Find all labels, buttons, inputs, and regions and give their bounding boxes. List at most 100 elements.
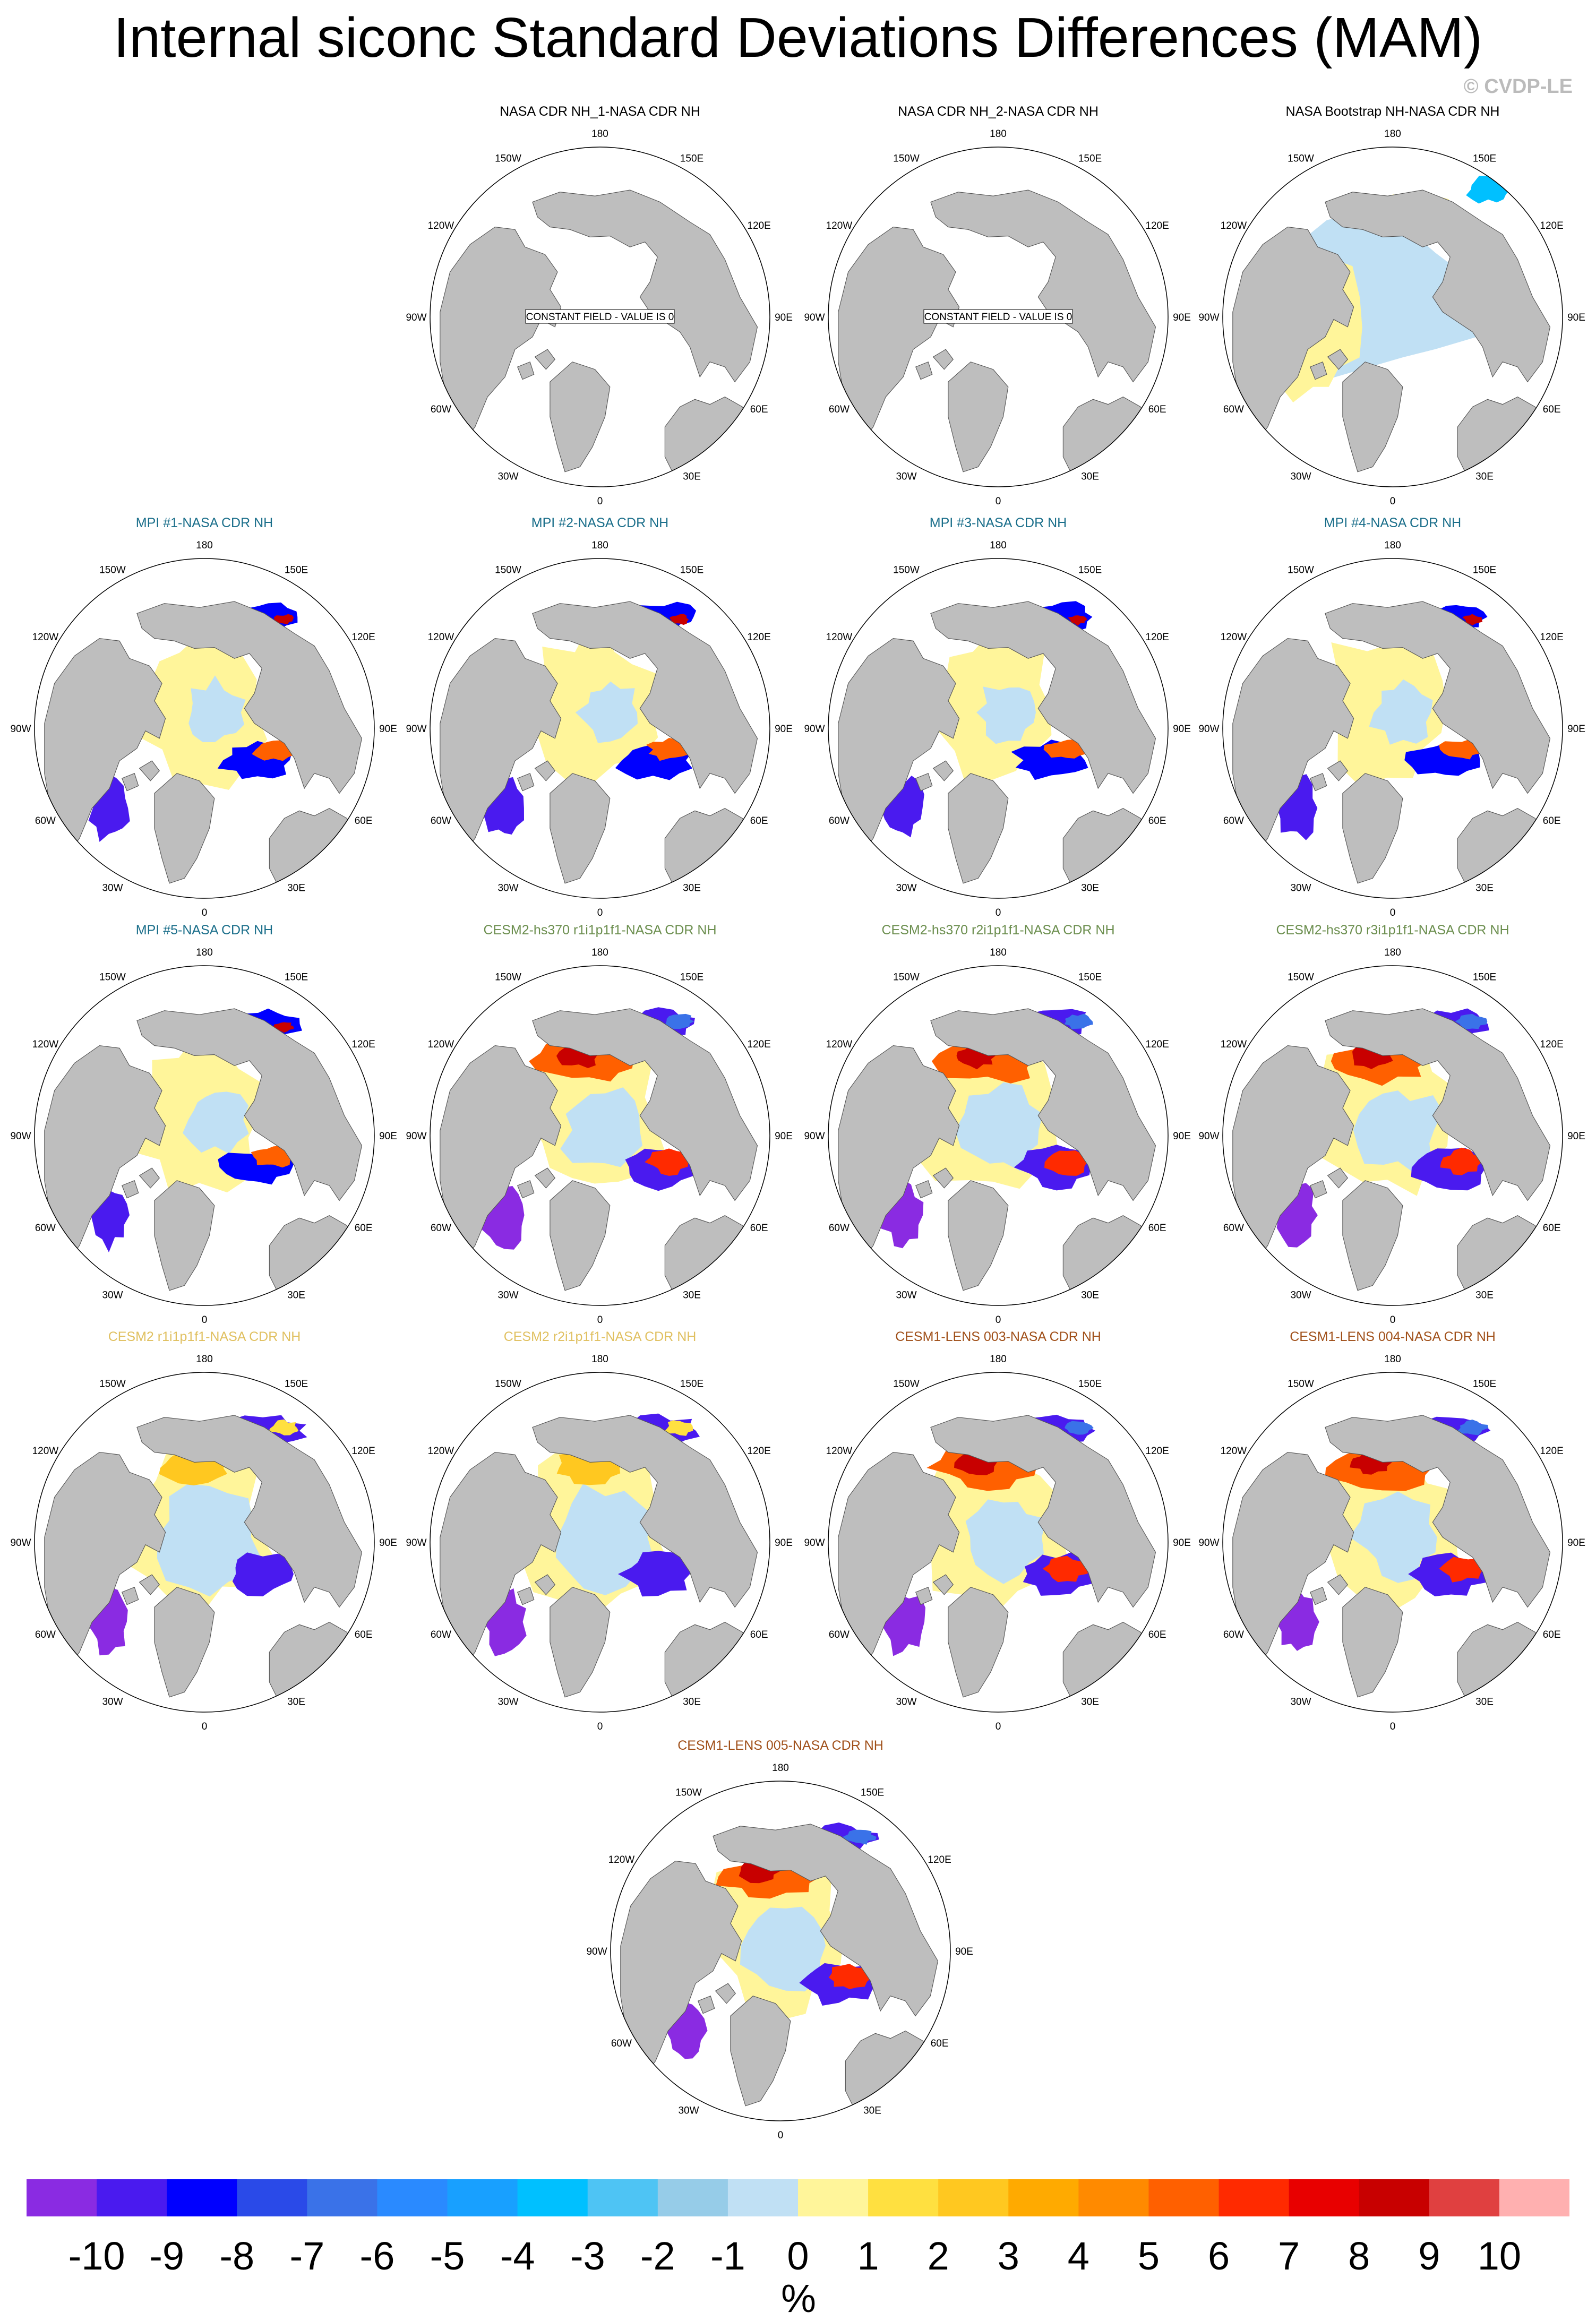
polar-map: 180 150E 120E 90E 60E 30E 0 30W 60W 90W 120W 150W xyxy=(1198,947,1585,1326)
colorbar-swatch xyxy=(307,2179,377,2216)
longitude-label: 150E xyxy=(680,972,703,983)
longitude-label: 150E xyxy=(680,564,703,575)
land-mass xyxy=(915,361,933,380)
colorbar-tick-label: -6 xyxy=(359,2234,395,2278)
longitude-label: 90W xyxy=(1198,1537,1219,1549)
sea-ice-anomaly xyxy=(251,1145,294,1168)
sea-ice-anomaly xyxy=(881,1179,924,1249)
longitude-label: 120W xyxy=(428,632,454,643)
colorbar-swatch xyxy=(167,2179,237,2216)
longitude-label: 60E xyxy=(1543,1629,1561,1640)
panel-title: MPI #5-NASA CDR NH xyxy=(135,923,273,938)
longitude-label: 30E xyxy=(287,1697,305,1708)
longitude-label: 30W xyxy=(1290,1697,1311,1708)
land-mass xyxy=(715,1983,736,2004)
colorbar-tick-label: -8 xyxy=(219,2234,255,2278)
sea-ice-anomaly xyxy=(575,681,638,743)
sea-ice-anomaly xyxy=(976,686,1036,744)
colorbar-tick-label: -5 xyxy=(430,2234,465,2278)
longitude-label: 120W xyxy=(1221,1446,1247,1457)
longitude-label: 30W xyxy=(497,883,518,894)
colorbar-swatch xyxy=(1289,2179,1360,2216)
longitude-label: 60W xyxy=(1223,404,1244,415)
longitude-label: 60W xyxy=(1223,815,1244,827)
longitude-label: 120E xyxy=(1540,632,1563,643)
longitude-label: 0 xyxy=(996,1314,1001,1326)
longitude-label: 120W xyxy=(32,632,59,643)
longitude-label: 150E xyxy=(1078,153,1102,164)
longitude-label: 60W xyxy=(611,2038,632,2049)
longitude-label: 60E xyxy=(750,1223,768,1234)
polar-map: 180 150E 120E 90E 60E 30E 0 30W 60W 90W 120W 150W xyxy=(10,540,397,918)
longitude-label: 120W xyxy=(826,220,853,231)
longitude-label: 60W xyxy=(829,404,850,415)
map-panel: CESM1-LENS 003-NASA CDR NH 180 150E 120E 90E… xyxy=(804,1329,1221,1732)
longitude-label: 90E xyxy=(775,724,793,735)
map-boundary xyxy=(1222,1372,1563,1713)
longitude-label: 180 xyxy=(990,540,1007,551)
land-mass xyxy=(1342,1587,1403,1698)
longitude-label: 150W xyxy=(495,972,521,983)
sea-ice-anomaly xyxy=(1455,1013,1488,1029)
longitude-label: 150E xyxy=(285,972,308,983)
longitude-label: 60W xyxy=(1223,1629,1244,1640)
panel-title: CESM2 r1i1p1f1-NASA CDR NH xyxy=(108,1329,301,1344)
land-mass xyxy=(1327,760,1349,781)
longitude-label: 60W xyxy=(431,1223,451,1234)
longitude-label: 0 xyxy=(996,907,1001,918)
longitude-label: 150E xyxy=(1473,564,1496,575)
longitude-label: 180 xyxy=(591,128,608,140)
sea-ice-anomaly xyxy=(645,1148,689,1176)
longitude-label: 150E xyxy=(1473,972,1496,983)
longitude-label: 30E xyxy=(1475,1697,1494,1708)
longitude-label: 60W xyxy=(1223,1223,1244,1234)
longitude-label: 30W xyxy=(896,1697,916,1708)
longitude-label: 150W xyxy=(1288,972,1314,983)
longitude-label: 90E xyxy=(379,724,397,735)
longitude-label: 150W xyxy=(495,564,521,575)
longitude-label: 60E xyxy=(750,1629,768,1640)
land-mass xyxy=(550,362,611,472)
longitude-label: 60E xyxy=(1148,1629,1166,1640)
longitude-label: 120E xyxy=(1145,220,1169,231)
map-boundary xyxy=(1222,147,1563,487)
longitude-label: 60E xyxy=(1148,1223,1166,1234)
sea-ice-anomaly xyxy=(1439,1557,1485,1583)
longitude-label: 90W xyxy=(10,1131,31,1142)
longitude-label: 60E xyxy=(1148,815,1166,827)
land-mass xyxy=(136,601,363,794)
constant-field-box xyxy=(923,309,1073,324)
sea-ice-anomaly xyxy=(646,737,690,761)
longitude-label: 90W xyxy=(804,1537,825,1549)
land-mass xyxy=(932,349,954,370)
polar-map: 180 150E 120E 90E 60E 30E 0 30W 60W 90W 120W 150W xyxy=(804,540,1190,918)
longitude-label: 150W xyxy=(99,1378,126,1389)
longitude-label: 150E xyxy=(285,1378,308,1389)
colorbar-tick-label: -9 xyxy=(149,2234,185,2278)
sea-ice-anomaly xyxy=(1068,615,1087,626)
land-mass xyxy=(532,1008,758,1201)
land-mass xyxy=(532,601,758,794)
colorbar-tick-label: 7 xyxy=(1278,2234,1300,2278)
sea-ice-anomaly xyxy=(1042,1555,1089,1583)
sea-ice-anomaly xyxy=(664,1420,693,1436)
longitude-label: 90E xyxy=(775,312,793,323)
sea-ice-anomaly xyxy=(232,1552,294,1596)
longitude-label: 0 xyxy=(996,496,1001,507)
longitude-label: 150E xyxy=(1078,564,1102,575)
colorbar-swatch xyxy=(1359,2179,1430,2216)
land-mass xyxy=(697,1995,715,2014)
longitude-label: 120W xyxy=(826,632,853,643)
longitude-label: 120E xyxy=(747,1446,770,1457)
longitude-label: 90E xyxy=(1567,1537,1585,1549)
panel-title: CESM2-hs370 r1i1p1f1-NASA CDR NH xyxy=(483,923,717,938)
colorbar-swatch xyxy=(1429,2179,1500,2216)
longitude-label: 60E xyxy=(1543,815,1561,827)
land-mass xyxy=(948,362,1009,472)
panel-title: CESM2-hs370 r2i1p1f1-NASA CDR NH xyxy=(881,923,1115,938)
polar-map: 180 150E 120E 90E 60E 30E 0 30W 60W 90W 120W 150W xyxy=(1198,1354,1585,1732)
longitude-label: 30E xyxy=(1081,1290,1099,1301)
colorbar-tick-label: 9 xyxy=(1418,2234,1440,2278)
colorbar-swatch xyxy=(447,2179,518,2216)
map-panel: CESM2-hs370 r2i1p1f1-NASA CDR NH 180 150E 1… xyxy=(804,922,1221,1326)
